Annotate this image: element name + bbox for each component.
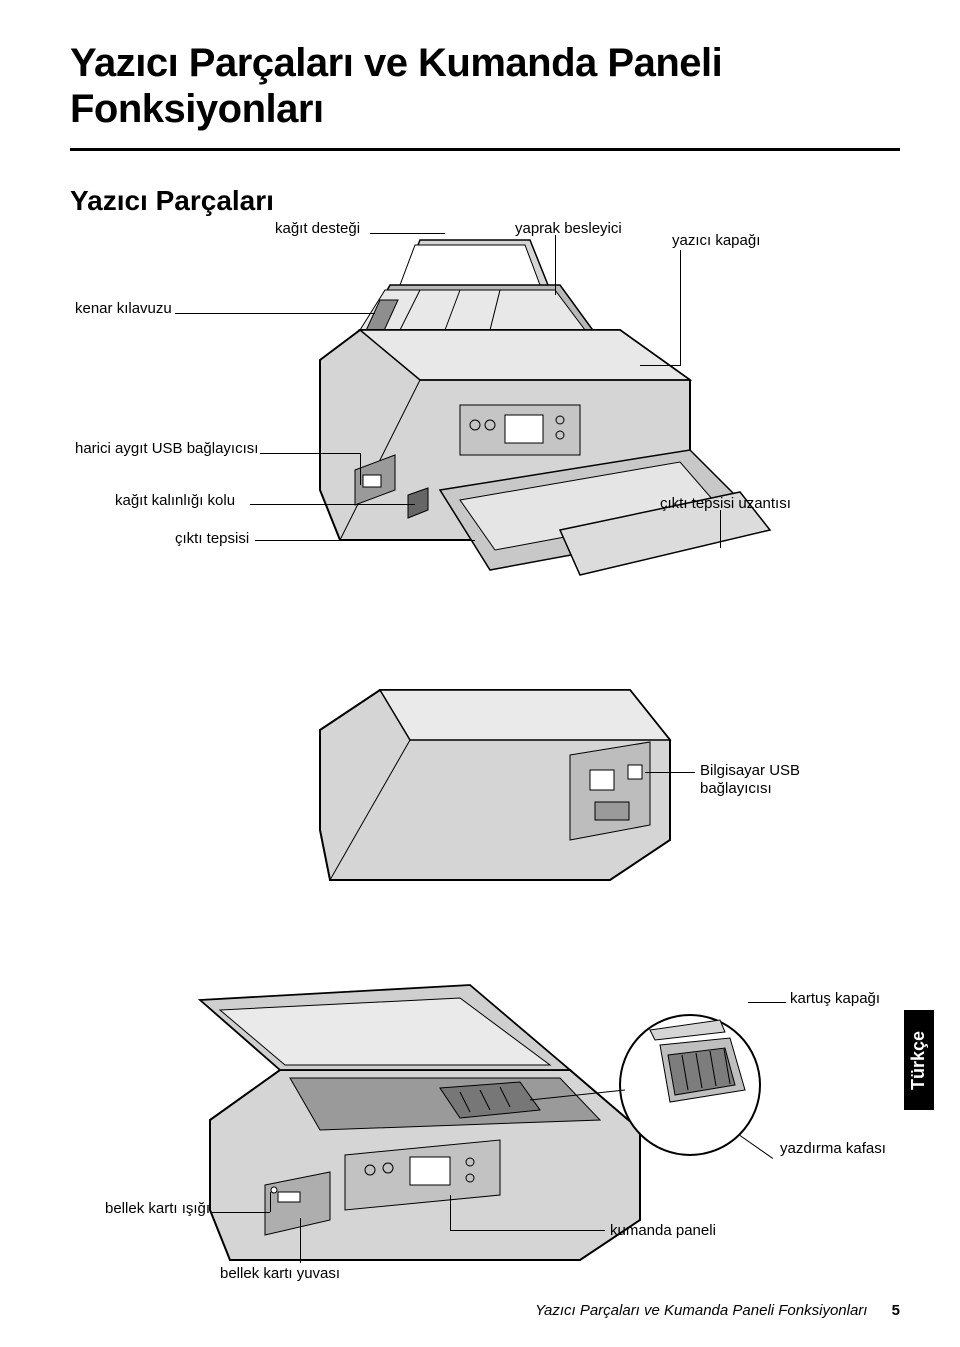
label-bilgisayar-usb-2: bağlayıcısı	[700, 780, 772, 798]
label-yazdirma-kafasi: yazdırma kafası	[780, 1140, 886, 1158]
footer-text: Yazıcı Parçaları ve Kumanda Paneli Fonks…	[535, 1302, 867, 1319]
label-yaprak-besleyici: yaprak besleyici	[515, 220, 622, 238]
page-number: 5	[892, 1302, 900, 1319]
title-divider	[70, 148, 900, 151]
subsection-title: Yazıcı Parçaları	[70, 185, 900, 217]
label-bellek-yuvasi: bellek kartı yuvası	[220, 1265, 340, 1283]
label-yazici-kapagi: yazıcı kapağı	[672, 232, 760, 250]
page-footer: Yazıcı Parçaları ve Kumanda Paneli Fonks…	[535, 1302, 900, 1319]
label-cikti-tepsisi: çıktı tepsisi	[175, 530, 249, 548]
label-kartus-kapagi: kartuş kapağı	[790, 990, 880, 1008]
page-title-line1: Yazıcı Parçaları ve Kumanda Paneli	[70, 40, 900, 86]
label-bilgisayar-usb-1: Bilgisayar USB	[700, 762, 800, 780]
label-bellek-isigi: bellek kartı ışığı	[105, 1200, 210, 1218]
figure-printer-rear	[290, 670, 690, 890]
language-tab: Türkçe	[904, 1010, 934, 1110]
label-harici-usb: harici aygıt USB bağlayıcısı	[75, 440, 258, 458]
page-title-line2: Fonksiyonları	[70, 86, 900, 132]
label-kagit-destegi: kağıt desteği	[275, 220, 360, 238]
label-kenar-kilavuzu: kenar kılavuzu	[75, 300, 172, 318]
figure-printer-front	[260, 230, 780, 610]
label-kagit-kalinligi: kağıt kalınlığı kolu	[115, 492, 235, 510]
label-cikti-tepsisi-uzantisi: çıktı tepsisi uzantısı	[660, 495, 791, 513]
label-kumanda-paneli: kumanda paneli	[610, 1222, 716, 1240]
